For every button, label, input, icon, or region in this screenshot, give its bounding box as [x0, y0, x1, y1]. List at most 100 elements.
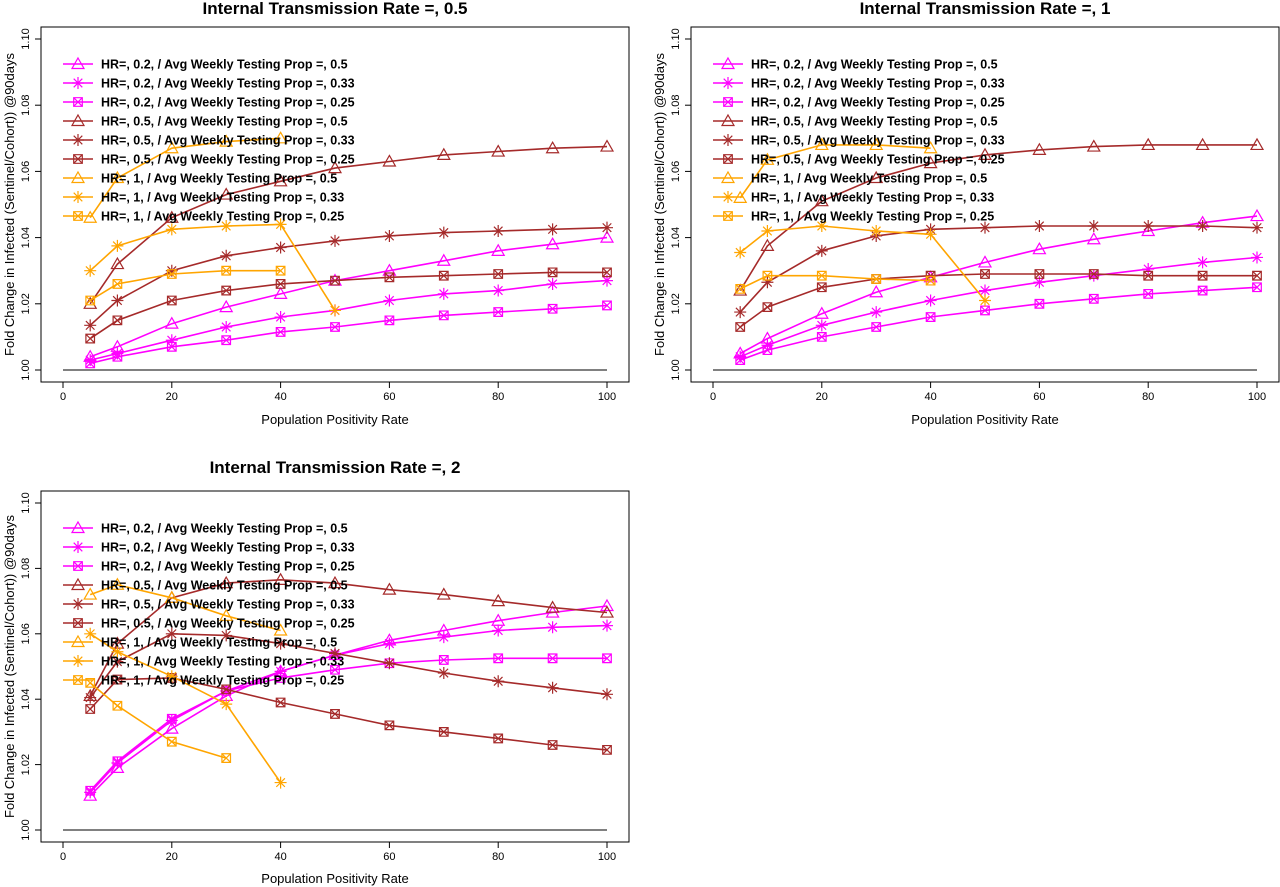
legend-label: HR=, 1, / Avg Weekly Testing Prop =, 0.3… — [101, 655, 344, 669]
data-point — [438, 655, 449, 665]
data-point — [165, 670, 178, 683]
data-point — [1197, 270, 1208, 281]
data-point — [816, 332, 827, 342]
data-point — [734, 306, 747, 319]
data-point — [546, 681, 559, 694]
data-point — [1087, 269, 1100, 282]
legend-marker — [70, 577, 86, 591]
y-tick-label: 1.00 — [20, 359, 32, 380]
series-8 — [84, 218, 341, 317]
y-tick-label: 1.00 — [670, 359, 682, 380]
data-point — [1142, 220, 1155, 233]
data-point — [383, 294, 396, 307]
data-point — [1143, 270, 1154, 281]
data-point — [110, 170, 125, 184]
legend-marker — [722, 191, 734, 203]
data-point — [275, 697, 286, 708]
data-point — [84, 627, 97, 640]
data-point — [1249, 137, 1265, 151]
series-7 — [83, 577, 288, 636]
legend-marker — [70, 170, 86, 184]
legend-label: HR=, 0.2, / Avg Weekly Testing Prop =, 0… — [101, 77, 355, 91]
legend-marker — [722, 77, 734, 89]
series-line — [739, 144, 1257, 292]
legend-label: HR=, 0.5, / Avg Weekly Testing Prop =, 0… — [101, 598, 355, 612]
data-point — [220, 220, 233, 233]
data-point — [221, 335, 232, 346]
data-point — [274, 241, 287, 254]
legend-label: HR=, 0.5, / Avg Weekly Testing Prop =, 0… — [751, 134, 1005, 148]
data-point — [1033, 276, 1046, 289]
series-3 — [735, 282, 1262, 365]
series-line — [89, 137, 281, 219]
data-point — [924, 228, 937, 241]
data-point — [166, 341, 177, 352]
legend-marker — [723, 97, 733, 107]
data-point — [602, 300, 612, 311]
data-point — [491, 144, 506, 157]
data-point — [219, 299, 234, 313]
data-point — [761, 224, 774, 237]
data-point — [275, 673, 286, 683]
y-tick-label: 1.08 — [670, 94, 682, 115]
data-point — [1196, 256, 1209, 269]
series-5 — [734, 220, 1263, 319]
data-point — [220, 320, 233, 333]
data-point — [762, 302, 773, 313]
data-point — [112, 315, 123, 326]
data-point — [111, 347, 124, 360]
data-point — [221, 753, 232, 763]
legend-item: HR=, 0.2, / Avg Weekly Testing Prop =, 0… — [63, 520, 348, 536]
legend-item: HR=, 1, / Avg Weekly Testing Prop =, 0.5 — [713, 170, 987, 186]
data-point — [546, 621, 559, 634]
legend-label: HR=, 1, / Avg Weekly Testing Prop =, 0.2… — [101, 674, 344, 688]
data-point — [83, 587, 98, 600]
data-point — [547, 303, 558, 314]
data-point — [816, 270, 827, 281]
legend-marker — [70, 634, 86, 648]
data-point — [869, 137, 884, 151]
legend-label: HR=, 1, / Avg Weekly Testing Prop =, 0.2… — [101, 210, 344, 224]
data-point — [602, 744, 612, 755]
x-tick-label: 100 — [598, 391, 616, 403]
legend-marker — [723, 211, 733, 221]
data-point — [491, 593, 506, 607]
legend-label: HR=, 1, / Avg Weekly Testing Prop =, 0.5 — [101, 172, 337, 186]
legend-marker — [73, 97, 83, 107]
data-point — [330, 709, 340, 719]
data-point — [735, 284, 746, 294]
legend-marker — [73, 618, 83, 628]
legend-item: HR=, 1, / Avg Weekly Testing Prop =, 0.5 — [63, 634, 337, 650]
legend-label: HR=, 0.2, / Avg Weekly Testing Prop =, 0… — [101, 560, 355, 574]
data-point — [1143, 288, 1154, 299]
legend-label: HR=, 1, / Avg Weekly Testing Prop =, 0.2… — [751, 210, 994, 224]
chart-panel-3: Internal Transmission Rate =, 2 0 20 40 60 80… — [2, 458, 630, 886]
y-tick-label: 1.06 — [20, 161, 32, 182]
data-point — [384, 315, 395, 326]
data-point — [165, 334, 178, 347]
x-tick-label: 40 — [274, 851, 286, 863]
data-point — [870, 306, 883, 319]
data-point — [1034, 298, 1045, 309]
x-axis-label: Population Positivity Rate — [261, 412, 408, 427]
data-point — [438, 310, 449, 321]
x-tick-label: 80 — [492, 851, 504, 863]
data-point — [734, 246, 747, 259]
y-axis: 1.00 1.02 1.04 1.06 1.08 1.10 — [20, 492, 41, 841]
data-point — [330, 275, 340, 286]
data-point — [979, 294, 991, 307]
legend-item: HR=, 1, / Avg Weekly Testing Prop =, 0.2… — [63, 210, 344, 224]
data-point — [164, 590, 179, 603]
data-point — [814, 193, 829, 207]
legend-item: HR=, 0.5, / Avg Weekly Testing Prop =, 0… — [63, 598, 355, 612]
legend-label: HR=, 1, / Avg Weekly Testing Prop =, 0.3… — [751, 191, 994, 205]
legend-label: HR=, 1, / Avg Weekly Testing Prop =, 0.5 — [751, 172, 987, 186]
data-point — [923, 155, 938, 169]
legend-marker — [72, 655, 84, 667]
data-point — [273, 131, 288, 144]
legend-item: HR=, 0.5, / Avg Weekly Testing Prop =, 0… — [63, 577, 348, 593]
data-point — [1088, 269, 1099, 279]
legend-marker — [73, 211, 83, 221]
data-point — [735, 355, 746, 365]
